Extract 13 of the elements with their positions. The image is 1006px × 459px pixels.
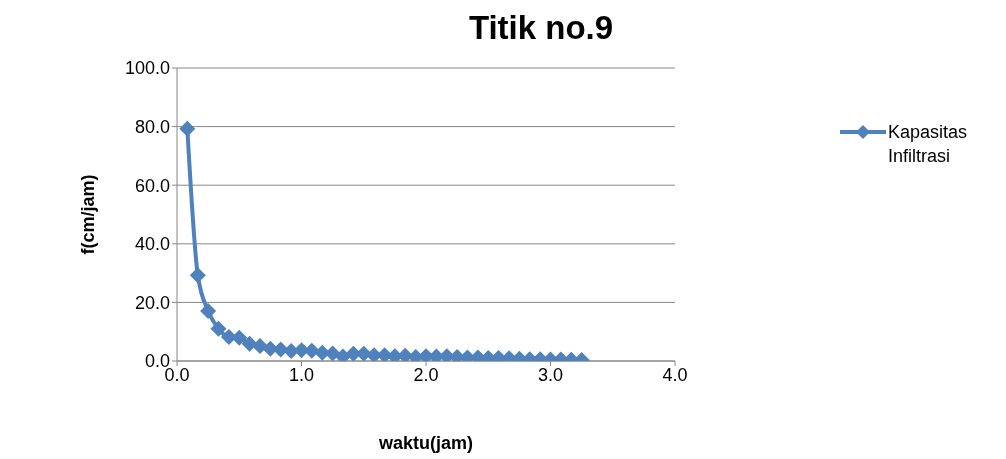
y-tick-label: 60.0 <box>134 175 170 196</box>
x-tick-label: 4.0 <box>662 364 688 385</box>
y-tick-label: 40.0 <box>134 234 170 255</box>
legend-label: Kapasitas Infiltrasi <box>888 121 969 168</box>
x-axis-title: waktu(jam) <box>377 433 474 453</box>
chart-title: Titik no.9 <box>467 8 615 48</box>
y-tick-label: 20.0 <box>134 292 170 313</box>
x-tick-label: 2.0 <box>413 364 439 385</box>
y-tick-label: 80.0 <box>134 116 170 137</box>
y-axis-title: f(cm/jam) <box>78 174 99 255</box>
y-tick-label: 100.0 <box>124 58 170 79</box>
x-tick-label: 3.0 <box>537 364 564 385</box>
x-tick-label: 1.0 <box>288 364 315 385</box>
